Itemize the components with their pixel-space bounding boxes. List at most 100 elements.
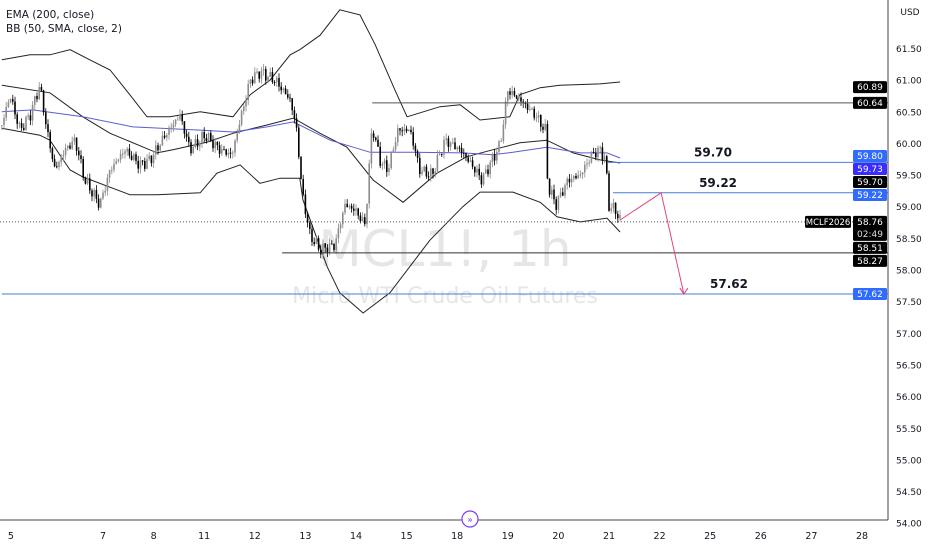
y-tick-label: 55.50 (896, 425, 922, 435)
candle-body (542, 126, 544, 130)
candle-body (119, 153, 122, 160)
y-tick-label: 61.50 (896, 45, 922, 55)
candle-body (251, 79, 254, 84)
candle-body (586, 163, 588, 165)
candle-body (106, 177, 109, 191)
candle-body (540, 115, 542, 127)
candle-body (245, 100, 247, 107)
candle-body (207, 133, 210, 142)
candle-body (179, 114, 181, 120)
candle-body (482, 173, 485, 185)
candle-body (467, 157, 469, 162)
price-tag: 60.89 (857, 83, 883, 93)
candle-body (443, 139, 445, 155)
candle-body (469, 160, 472, 162)
ema-legend[interactable]: EMA (200, close) (6, 9, 95, 21)
candle-body (474, 166, 476, 173)
candle-body (141, 160, 144, 162)
candle-body (144, 161, 146, 169)
candle-body (78, 150, 80, 156)
candle-body (403, 128, 406, 132)
price-tag: 59.73 (857, 165, 883, 175)
x-tick-label: 25 (704, 531, 716, 542)
candle-body (192, 146, 194, 154)
candle-body (295, 118, 298, 128)
candle-body (238, 124, 241, 134)
candle-body (3, 117, 5, 126)
price-tag: 59.80 (857, 152, 883, 162)
x-tick-label: 13 (299, 531, 311, 542)
candle-body (559, 192, 562, 197)
candle-body (60, 156, 62, 163)
x-tick-label: 19 (502, 531, 514, 542)
y-tick-label: 55.00 (896, 456, 922, 466)
candle-body (9, 99, 12, 103)
candle-body (148, 155, 150, 160)
candle-body (34, 96, 36, 105)
candle-body (284, 88, 287, 95)
candle-body (590, 151, 593, 163)
candle-body (64, 147, 67, 155)
x-tick-label: 14 (350, 531, 362, 542)
candle-body (5, 106, 7, 118)
candle-body (524, 102, 527, 104)
bb-legend[interactable]: BB (50, SMA, close, 2) (6, 23, 122, 35)
candle-body (100, 198, 102, 208)
candle-body (137, 160, 139, 169)
candle-body (247, 83, 249, 101)
candle-body (579, 174, 582, 176)
candle-body (273, 82, 276, 84)
bb-basis-line (1, 84, 621, 203)
candle-body (546, 123, 549, 179)
candle-body (210, 133, 212, 141)
bb-lower-line (1, 127, 621, 314)
candle-body (236, 133, 238, 141)
candle-body (441, 153, 443, 155)
candle-body (614, 202, 617, 215)
candle-body (432, 168, 434, 174)
candle-body (493, 154, 496, 161)
candle-body (526, 103, 529, 110)
candle-body (430, 168, 432, 177)
scroll-to-realtime-button[interactable]: » (461, 510, 479, 528)
price-tag: 58.51 (857, 244, 883, 254)
y-tick-label: 54.00 (896, 520, 922, 530)
candle-body (249, 79, 252, 84)
candle-body (333, 243, 335, 250)
candle-body (370, 133, 373, 164)
candle-body (522, 101, 524, 103)
price-tag-bg (853, 241, 887, 254)
candle-body (463, 152, 465, 154)
currency-label[interactable]: USD (893, 4, 927, 22)
candle-body (511, 90, 513, 95)
candle-body (392, 149, 395, 153)
candle-body (128, 148, 131, 156)
candle-body (216, 141, 219, 146)
candle-body (124, 151, 126, 154)
candle-body (520, 97, 522, 102)
candle-body (139, 160, 142, 169)
candle-body (150, 155, 153, 164)
candle-body (531, 108, 533, 110)
price-tag-bg (853, 254, 887, 267)
candle-body (416, 151, 419, 158)
candle-body (227, 152, 230, 155)
y-tick-label: 57.50 (896, 298, 922, 308)
candle-body (174, 119, 177, 125)
candle-body (25, 116, 27, 130)
candle-body (599, 147, 601, 149)
price-tag-bg (853, 189, 887, 202)
symbol-tag: MCLF2026 (806, 218, 851, 228)
x-tick-label: 26 (755, 531, 767, 542)
candle-body (135, 154, 137, 161)
candle-body (551, 189, 553, 195)
last-price-tag-bg (853, 215, 887, 241)
candle-body (454, 142, 456, 150)
candle-body (504, 101, 507, 125)
projection-path (619, 191, 685, 295)
candle-body (29, 115, 32, 121)
candle-body (14, 101, 16, 115)
candle-body (16, 114, 18, 124)
candle-body (188, 136, 190, 143)
